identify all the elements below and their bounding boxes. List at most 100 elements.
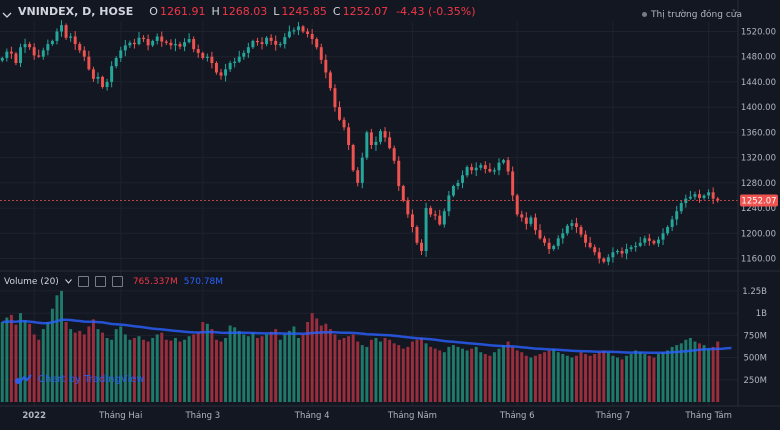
candle-body — [488, 168, 492, 172]
volume-bar — [142, 339, 146, 402]
candle-body — [397, 160, 401, 186]
price-axis[interactable]: 1160.00 1200.00 1240.00 1280.00 1320.00 1360.… — [741, 27, 776, 264]
open-value: 1261.91 — [159, 4, 206, 18]
volume-bar — [55, 295, 59, 402]
volume-axis[interactable]: 250M 500M 750M 1B 1.25B — [742, 287, 767, 386]
candle-body — [128, 42, 132, 46]
candle-body — [506, 160, 510, 172]
candle-body — [192, 39, 196, 50]
candle-body — [214, 63, 218, 73]
candle-body — [465, 167, 469, 176]
candle-body — [287, 31, 291, 38]
candle-body — [670, 219, 674, 227]
volume-bar — [73, 332, 77, 402]
candle-body — [574, 223, 578, 227]
candle-body — [538, 230, 542, 239]
price-tick-label: 1360.00 — [741, 128, 776, 138]
collapse-arrow-icon[interactable] — [2, 11, 12, 19]
volume-bars — [0, 290, 720, 402]
chevron-down-icon[interactable] — [64, 279, 72, 284]
volume-bar — [606, 352, 610, 402]
candle-body — [652, 240, 656, 244]
time-axis[interactable]: 2022 Tháng Hai Tháng 3 Tháng 4 Tháng Năm Thán… — [22, 411, 732, 421]
candle-body — [629, 247, 633, 250]
volume-value: 765.337M — [132, 276, 178, 287]
volume-bar — [707, 348, 711, 402]
candle-body — [679, 203, 683, 212]
candle-body — [529, 217, 533, 224]
volume-bar — [383, 338, 387, 402]
price-tick-label: 1160.00 — [741, 255, 776, 265]
candle-body — [515, 195, 519, 215]
volume-bar — [356, 341, 360, 402]
candle-body — [711, 192, 715, 199]
volume-title[interactable]: Volume (20) — [4, 276, 59, 287]
symbol-title[interactable]: VNINDEX, D, HOSE — [18, 4, 134, 18]
volume-bar — [698, 343, 701, 402]
candle-body — [420, 242, 423, 251]
candle-body — [698, 194, 701, 198]
volume-bar — [110, 339, 114, 402]
candle-body — [324, 59, 328, 73]
candle-body — [119, 50, 123, 58]
volume-bar — [479, 352, 483, 402]
candle-body — [584, 234, 588, 243]
volume-bar — [32, 334, 36, 402]
price-tick-label: 1480.00 — [741, 53, 776, 63]
volume-bar — [306, 322, 310, 402]
candle-body — [447, 195, 451, 212]
volume-bar — [597, 352, 601, 402]
candle-body — [169, 42, 173, 46]
candle-body — [164, 41, 168, 43]
volume-bar — [533, 355, 537, 402]
volume-bar — [688, 338, 692, 402]
candle-body — [255, 40, 259, 43]
volume-bar — [552, 348, 556, 402]
candle-body — [246, 47, 250, 53]
volume-bar — [219, 341, 223, 402]
visibility-toggle-icon[interactable] — [77, 276, 89, 287]
volume-bar — [634, 350, 638, 402]
volume-bar — [28, 323, 32, 402]
candle-body — [338, 107, 341, 120]
close-label: C — [332, 4, 341, 18]
volume-bar — [647, 355, 651, 402]
volume-bar — [615, 357, 619, 402]
candle-body — [666, 227, 670, 234]
candle-body — [283, 37, 287, 45]
tradingview-watermark[interactable]: Chart by TradingView — [14, 373, 145, 385]
settings-icon[interactable] — [94, 276, 106, 287]
volume-bar — [37, 339, 41, 402]
candle-body — [492, 170, 496, 172]
candle-body — [552, 245, 556, 250]
volume-bar — [105, 338, 109, 402]
volume-bar — [338, 339, 341, 402]
candle-body — [520, 214, 524, 218]
volume-bar — [87, 326, 91, 402]
volume-legend: Volume (20) 765.337M 570.78M — [4, 276, 223, 287]
candle-body — [693, 194, 697, 197]
status-dot-icon — [642, 12, 648, 17]
candle-body — [50, 40, 54, 45]
volume-bar — [333, 334, 337, 402]
close-icon[interactable] — [111, 276, 123, 287]
volume-bar — [502, 345, 506, 402]
candle-body — [60, 25, 63, 32]
candle-body — [319, 47, 323, 60]
volume-bar — [260, 336, 264, 402]
candle-body — [242, 52, 246, 57]
volume-bar — [233, 327, 237, 402]
volume-bar — [474, 346, 478, 402]
volume-bar — [164, 339, 168, 402]
candle-body — [561, 233, 565, 239]
volume-bar — [64, 322, 68, 402]
volume-bar — [283, 334, 287, 402]
volume-bar — [406, 346, 410, 402]
volume-bar — [347, 336, 351, 402]
volume-bar — [342, 338, 346, 402]
price-tick-label: 1280.00 — [741, 179, 776, 189]
volume-bar — [661, 352, 665, 402]
candle-body — [73, 36, 77, 45]
candle-body — [278, 44, 282, 46]
